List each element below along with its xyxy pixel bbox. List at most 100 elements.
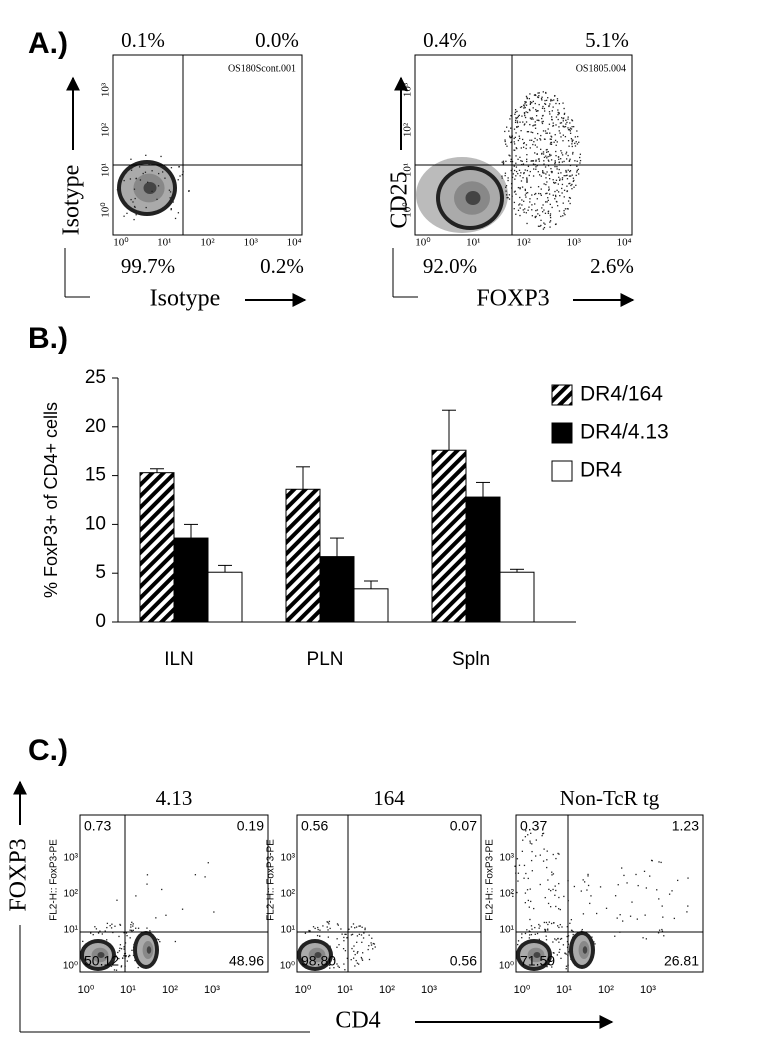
quadrant-value: 50.12 — [84, 953, 119, 969]
event-dot — [562, 125, 564, 127]
event-dot — [178, 166, 180, 168]
quadrant-value: 0.07 — [450, 818, 477, 834]
event-dot — [555, 905, 557, 908]
event-dot — [522, 146, 525, 148]
quadrant-value: 0.19 — [237, 818, 264, 834]
event-dot — [515, 155, 517, 157]
event-dot — [530, 900, 532, 903]
event-dot — [554, 894, 556, 896]
event-dot — [372, 948, 374, 950]
event-dot — [514, 113, 516, 115]
event-dot — [550, 159, 553, 161]
event-dot — [554, 160, 556, 162]
event-dot — [565, 968, 567, 970]
event-dot — [368, 958, 371, 961]
event-dot — [542, 832, 545, 835]
event-dot — [97, 932, 100, 934]
event-dot — [336, 946, 338, 948]
event-dot — [537, 110, 539, 112]
quadrant-value: 0.56 — [301, 818, 328, 834]
event-dot — [544, 103, 547, 106]
event-dot — [545, 183, 547, 186]
event-dot — [132, 954, 135, 957]
event-dot — [542, 130, 545, 132]
event-dot — [543, 172, 545, 174]
y-tick-label: 10² — [402, 122, 414, 137]
event-dot — [530, 160, 532, 162]
event-dot — [563, 117, 565, 119]
event-dot — [515, 162, 517, 164]
event-dot — [535, 192, 537, 195]
event-dot — [557, 852, 559, 855]
event-dot — [523, 142, 525, 144]
event-dot — [546, 965, 548, 968]
event-dot — [361, 959, 364, 961]
x-tick-label: 10¹ — [556, 984, 572, 996]
event-dot — [125, 955, 127, 958]
event-dot — [545, 132, 547, 134]
quadrant-value: 26.81 — [664, 953, 699, 969]
event-dot — [574, 136, 577, 138]
event-dot — [587, 875, 589, 877]
event-dot — [106, 922, 109, 925]
event-dot — [371, 937, 373, 939]
event-dot — [188, 190, 190, 192]
event-dot — [317, 928, 319, 931]
y-tick-label: 10⁰ — [499, 961, 514, 972]
event-dot — [573, 186, 575, 188]
event-dot — [151, 170, 153, 172]
event-dot — [550, 960, 552, 962]
event-dot — [516, 110, 518, 113]
event-dot — [529, 139, 531, 141]
event-dot — [128, 955, 130, 958]
y-tick-label: 10⁰ — [63, 961, 78, 972]
event-dot — [368, 934, 370, 936]
event-dot — [356, 952, 359, 954]
event-dot — [532, 100, 534, 103]
event-dot — [509, 135, 511, 137]
event-dot — [131, 949, 133, 951]
y-tick-label: 0 — [95, 611, 106, 632]
y-tick-label: 10³ — [281, 853, 296, 864]
event-dot — [149, 930, 151, 932]
event-dot — [545, 155, 547, 157]
event-dot — [526, 889, 529, 891]
event-dot — [534, 93, 536, 96]
event-dot — [552, 888, 554, 891]
event-dot — [531, 870, 533, 872]
legend-label: DR4 — [580, 459, 622, 482]
event-dot — [194, 874, 197, 876]
event-dot — [568, 160, 571, 162]
event-dot — [561, 192, 563, 194]
event-dot — [520, 172, 522, 174]
event-dot — [563, 196, 565, 198]
event-dot — [528, 206, 530, 208]
x-tick-label: 10¹ — [157, 237, 171, 249]
event-dot — [547, 928, 549, 930]
event-dot — [526, 111, 529, 114]
event-dot — [569, 122, 571, 124]
event-dot — [370, 942, 372, 944]
event-dot — [587, 873, 589, 876]
event-dot — [549, 155, 551, 157]
bar — [319, 556, 355, 623]
event-dot — [622, 920, 624, 922]
event-dot — [531, 209, 533, 211]
event-dot — [543, 222, 545, 224]
event-dot — [548, 111, 551, 113]
y-axis-label: CD25 — [387, 171, 413, 228]
event-dot — [558, 951, 560, 953]
event-dot — [517, 940, 520, 942]
event-dot — [319, 929, 321, 931]
event-dot — [546, 192, 548, 194]
event-dot — [565, 123, 567, 125]
event-dot — [113, 969, 116, 971]
event-dot — [521, 204, 523, 206]
x-tick-label: 10² — [200, 237, 215, 249]
event-dot — [150, 162, 153, 164]
event-dot — [537, 225, 540, 227]
event-dot — [545, 921, 548, 924]
event-dot — [579, 156, 581, 159]
event-dot — [177, 179, 179, 181]
event-dot — [326, 921, 328, 923]
